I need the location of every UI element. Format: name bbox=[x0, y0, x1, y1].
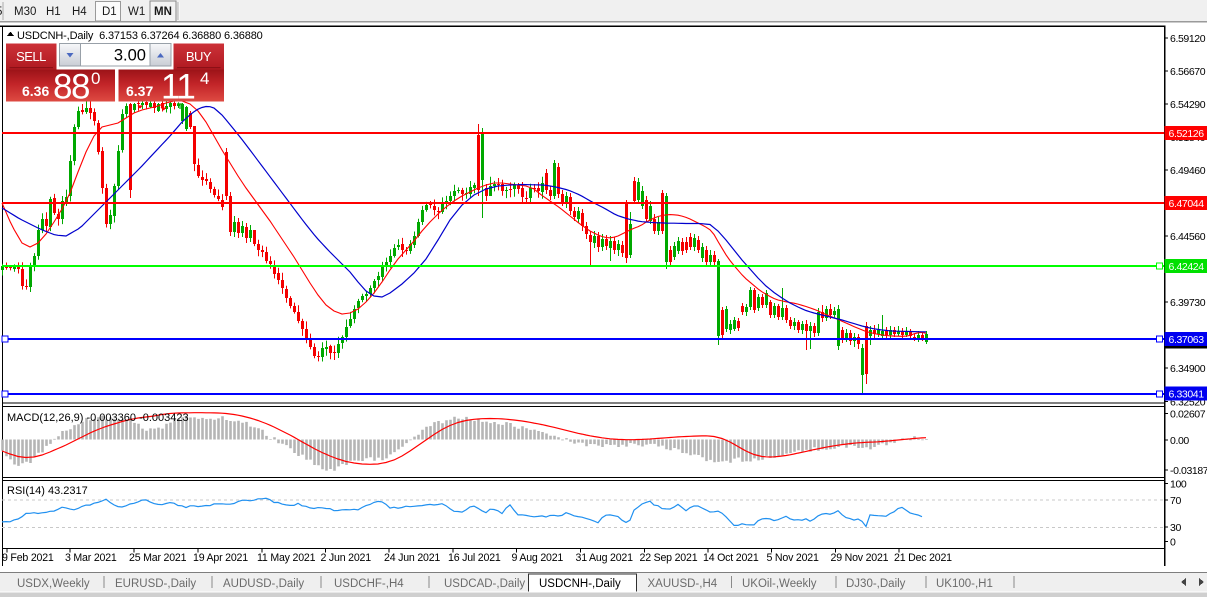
svg-text:22 Sep 2021: 22 Sep 2021 bbox=[640, 552, 698, 564]
svg-text:2 Jun 2021: 2 Jun 2021 bbox=[321, 552, 372, 564]
svg-text:9 Aug 2021: 9 Aug 2021 bbox=[512, 552, 564, 564]
svg-text:RSI(14) 43.2317: RSI(14) 43.2317 bbox=[7, 485, 88, 497]
svg-text:6.37063: 6.37063 bbox=[1169, 334, 1205, 346]
svg-text:6.47044: 6.47044 bbox=[1169, 198, 1205, 210]
svg-text:XAUUSD-,H4: XAUUSD-,H4 bbox=[648, 578, 718, 590]
svg-text:6.34900: 6.34900 bbox=[1170, 363, 1206, 375]
svg-text:DJ30-,Daily: DJ30-,Daily bbox=[846, 578, 906, 590]
svg-text:9 Feb 2021: 9 Feb 2021 bbox=[2, 552, 54, 564]
svg-text:USDX,Weekly: USDX,Weekly bbox=[17, 578, 90, 590]
svg-text:BUY: BUY bbox=[186, 49, 212, 64]
svg-text:3.00: 3.00 bbox=[114, 47, 146, 65]
svg-text:5: 5 bbox=[0, 6, 2, 18]
svg-text:6.56670: 6.56670 bbox=[1170, 66, 1206, 78]
svg-text:H4: H4 bbox=[72, 6, 87, 18]
svg-text:25 Mar 2021: 25 Mar 2021 bbox=[129, 552, 187, 564]
svg-text:24 Jun 2021: 24 Jun 2021 bbox=[384, 552, 440, 564]
svg-text:11 May 2021: 11 May 2021 bbox=[257, 552, 316, 564]
svg-text:USDCNH-,Daily: USDCNH-,Daily bbox=[539, 578, 621, 590]
svg-text:6.33041: 6.33041 bbox=[1169, 388, 1205, 400]
svg-text:0.00: 0.00 bbox=[1170, 435, 1189, 447]
svg-text:6.44560: 6.44560 bbox=[1170, 231, 1206, 243]
svg-text:UK100-,H1: UK100-,H1 bbox=[936, 578, 993, 590]
svg-text:-0.03187: -0.03187 bbox=[1170, 465, 1207, 477]
svg-text:6.37: 6.37 bbox=[126, 83, 153, 99]
svg-text:USDCHF-,H4: USDCHF-,H4 bbox=[334, 578, 404, 590]
svg-text:4: 4 bbox=[200, 69, 209, 88]
svg-text:21 Dec 2021: 21 Dec 2021 bbox=[894, 552, 952, 564]
svg-text:USDCAD-,Daily: USDCAD-,Daily bbox=[444, 578, 525, 590]
svg-text:UKOil-,Weekly: UKOil-,Weekly bbox=[742, 578, 817, 590]
svg-text:16 Jul 2021: 16 Jul 2021 bbox=[448, 552, 501, 564]
svg-text:100: 100 bbox=[1170, 479, 1187, 491]
svg-text:H1: H1 bbox=[46, 6, 61, 18]
svg-text:6.52126: 6.52126 bbox=[1169, 128, 1205, 140]
svg-text:3 Mar 2021: 3 Mar 2021 bbox=[65, 552, 117, 564]
svg-text:14 Oct 2021: 14 Oct 2021 bbox=[703, 552, 759, 564]
svg-text:6.42424: 6.42424 bbox=[1169, 261, 1205, 273]
svg-text:0.02607: 0.02607 bbox=[1170, 409, 1206, 421]
svg-text:D1: D1 bbox=[102, 6, 117, 18]
svg-text:19 Apr 2021: 19 Apr 2021 bbox=[193, 552, 248, 564]
svg-text:11: 11 bbox=[161, 68, 194, 107]
svg-text:EURUSD-,Daily: EURUSD-,Daily bbox=[115, 578, 196, 590]
svg-text:6.59120: 6.59120 bbox=[1170, 33, 1206, 45]
svg-text:31 Aug 2021: 31 Aug 2021 bbox=[576, 552, 634, 564]
svg-text:0: 0 bbox=[1170, 537, 1176, 549]
svg-text:5 Nov 2021: 5 Nov 2021 bbox=[767, 552, 819, 564]
svg-text:W1: W1 bbox=[128, 6, 145, 18]
svg-text:AUDUSD-,Daily: AUDUSD-,Daily bbox=[223, 578, 304, 590]
svg-text:6.54290: 6.54290 bbox=[1170, 99, 1206, 111]
svg-text:0: 0 bbox=[91, 69, 100, 88]
svg-text:MN: MN bbox=[154, 6, 172, 18]
svg-text:USDCNH-,Daily 6.37153 6.37264: USDCNH-,Daily 6.37153 6.37264 6.36880 6.… bbox=[17, 30, 263, 42]
svg-text:6.36: 6.36 bbox=[22, 83, 49, 99]
svg-text:29 Nov 2021: 29 Nov 2021 bbox=[831, 552, 889, 564]
svg-text:6.39730: 6.39730 bbox=[1170, 297, 1206, 309]
svg-text:MACD(12,26,9) -0.003360 -0.003: MACD(12,26,9) -0.003360 -0.003423 bbox=[7, 412, 189, 424]
svg-text:SELL: SELL bbox=[16, 49, 46, 64]
svg-text:6.49460: 6.49460 bbox=[1170, 165, 1206, 177]
svg-text:M30: M30 bbox=[14, 6, 36, 18]
svg-text:88: 88 bbox=[53, 68, 89, 107]
svg-text:30: 30 bbox=[1170, 522, 1181, 534]
svg-text:70: 70 bbox=[1170, 495, 1181, 507]
